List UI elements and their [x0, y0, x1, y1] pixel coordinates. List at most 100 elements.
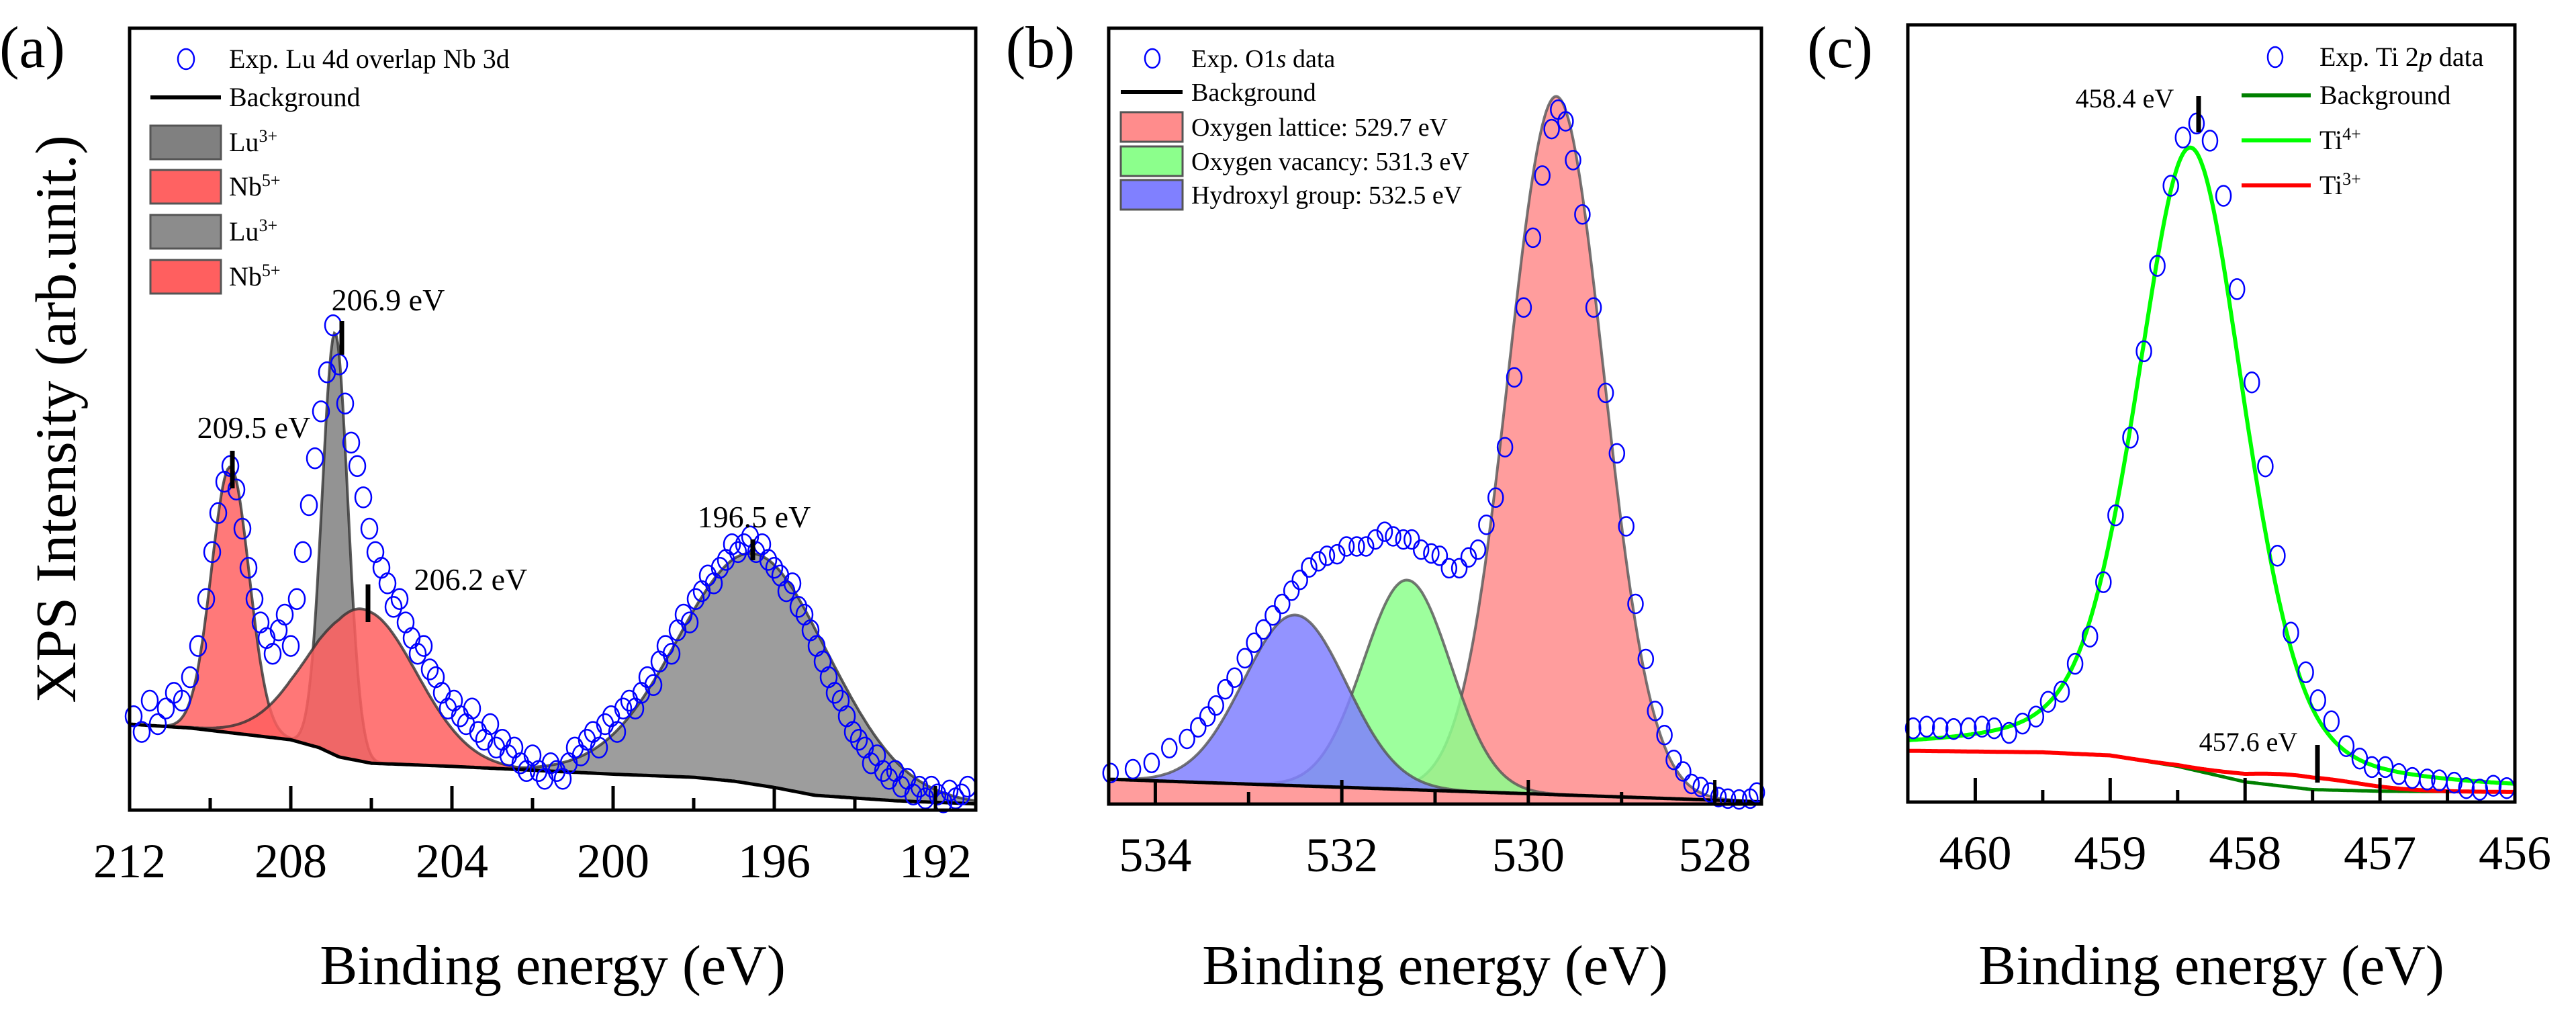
exp-data-point: [2446, 771, 2463, 794]
plot-frame: [128, 26, 978, 812]
exp-data-point: [275, 603, 294, 626]
exp-data-point: [2297, 661, 2314, 684]
exp-data-point: [1431, 545, 1448, 566]
exp-data-point: [257, 627, 276, 650]
exp-data-point: [1585, 297, 1602, 318]
exp-data-point: [904, 783, 923, 805]
legend-label: Background: [1191, 79, 1316, 107]
exp-data-point: [2458, 777, 2475, 799]
component-area-lu3-: [130, 553, 976, 804]
exp-data-point: [1318, 545, 1336, 566]
exp-data-point: [1656, 724, 1673, 746]
exp-data-point: [281, 635, 300, 657]
exp-data-point: [203, 541, 222, 564]
x-tick-label: 528: [1679, 828, 1751, 882]
exp-data-point: [312, 400, 330, 423]
legend-label: Exp. Ti 2p data: [2319, 42, 2484, 72]
x-tick-label: 212: [93, 834, 166, 888]
exp-data-point: [2201, 130, 2219, 152]
exp-data-point: [825, 682, 844, 704]
exp-data-point: [1478, 514, 1495, 535]
exp-data-point: [2498, 777, 2516, 799]
component-line-ti3-: [1907, 748, 2515, 794]
peak-annotation-label: 206.9 eV: [332, 283, 445, 317]
legend-label: Background: [229, 82, 361, 112]
component-area-hydroxyl-group: [1109, 615, 1761, 802]
exp-data-point: [300, 494, 318, 517]
exp-data-point: [2122, 427, 2139, 449]
x-tick-label: 208: [255, 834, 327, 888]
exp-data-point: [396, 611, 415, 633]
legend-marker-icon: [2266, 46, 2284, 69]
exp-data-point: [1412, 539, 1430, 560]
exp-data-point: [420, 658, 439, 680]
y-axis-label: XPS Intensity (arb.unit.): [24, 135, 88, 703]
exp-data-point: [372, 556, 391, 579]
legend-label-part: Background: [229, 82, 361, 112]
exp-data-point: [1217, 678, 1234, 700]
legend-swatch-icon: [149, 214, 222, 250]
exp-data-point: [189, 635, 208, 657]
legend-swatch-icon: [149, 169, 222, 205]
legend-swatch-icon: [149, 124, 222, 161]
exp-data-point: [348, 455, 367, 478]
background-line: [1108, 777, 1761, 803]
plot-frame: [1906, 23, 2517, 804]
exp-data-point: [2283, 621, 2299, 644]
exp-data-point: [1179, 728, 1195, 750]
exp-data-point: [1404, 529, 1420, 550]
exp-data-point: [1440, 558, 1458, 579]
legend-label-part: Exp. Lu 4d overlap Nb 3d: [229, 44, 510, 74]
peak-annotation-label: 196.5 eV: [698, 500, 811, 534]
component-area-oxygen-lattice: [1109, 96, 1761, 804]
exp-data-point: [1283, 580, 1300, 601]
legend-label: Background: [2319, 80, 2451, 110]
legend-marker-icon: [177, 48, 195, 71]
exp-data-point: [2228, 278, 2246, 300]
exp-data-point: [922, 775, 941, 798]
legend-swatch-icon: [1119, 179, 1184, 211]
x-axis-label-b: Binding energy (eV): [1202, 934, 1668, 997]
legend-label: Exp. Lu 4d overlap Nb 3d: [229, 44, 510, 74]
legend-label: Hydroxyl group: 532.5 eV: [1191, 181, 1463, 210]
x-tick-label: 460: [1939, 826, 2011, 880]
legend-marker-icon: [1144, 48, 1161, 69]
exp-data-point: [287, 588, 306, 610]
legend-label: Lu3+: [229, 216, 277, 247]
exp-data-point: [789, 596, 808, 618]
exp-data-point: [402, 627, 421, 650]
exp-data-point: [2053, 680, 2070, 703]
panel-letter-c: (c): [1807, 15, 1873, 81]
exp-data-point: [2323, 710, 2340, 732]
exp-data-point: [614, 697, 633, 719]
exp-data-point: [1102, 762, 1119, 784]
exp-data-point: [2257, 455, 2274, 478]
x-tick-label: 456: [2479, 826, 2551, 880]
exp-data-point: [1524, 227, 1542, 249]
exp-data-point: [1565, 150, 1581, 171]
exp-data-point: [1748, 782, 1765, 803]
legend-label-part: Background: [1191, 79, 1316, 107]
exp-data-point: [148, 713, 167, 736]
exp-data-point: [181, 666, 199, 689]
legend-label: Oxygen lattice: 529.7 eV: [1191, 114, 1448, 142]
exp-data-point: [2162, 175, 2179, 197]
exp-data-point: [366, 541, 385, 564]
x-tick-label: 192: [899, 834, 972, 888]
exp-data-point: [197, 588, 216, 610]
exp-data-point: [1608, 443, 1626, 464]
legend-swatch-icon: [1119, 145, 1184, 177]
exp-data-point: [1647, 701, 1663, 721]
exp-data-point: [910, 775, 929, 798]
exp-data-point: [1357, 536, 1375, 557]
legend-label-part: Lu: [229, 127, 259, 157]
exp-data-point: [245, 588, 264, 610]
exp-data-point: [1385, 526, 1401, 547]
background-line: [129, 722, 976, 806]
exp-data-point: [2174, 126, 2192, 149]
exp-data-point: [336, 392, 355, 414]
peak-annotation-label: 457.6 eV: [2199, 727, 2298, 757]
legend-label-part: 5+: [262, 171, 281, 190]
exp-data-point: [2135, 340, 2152, 363]
